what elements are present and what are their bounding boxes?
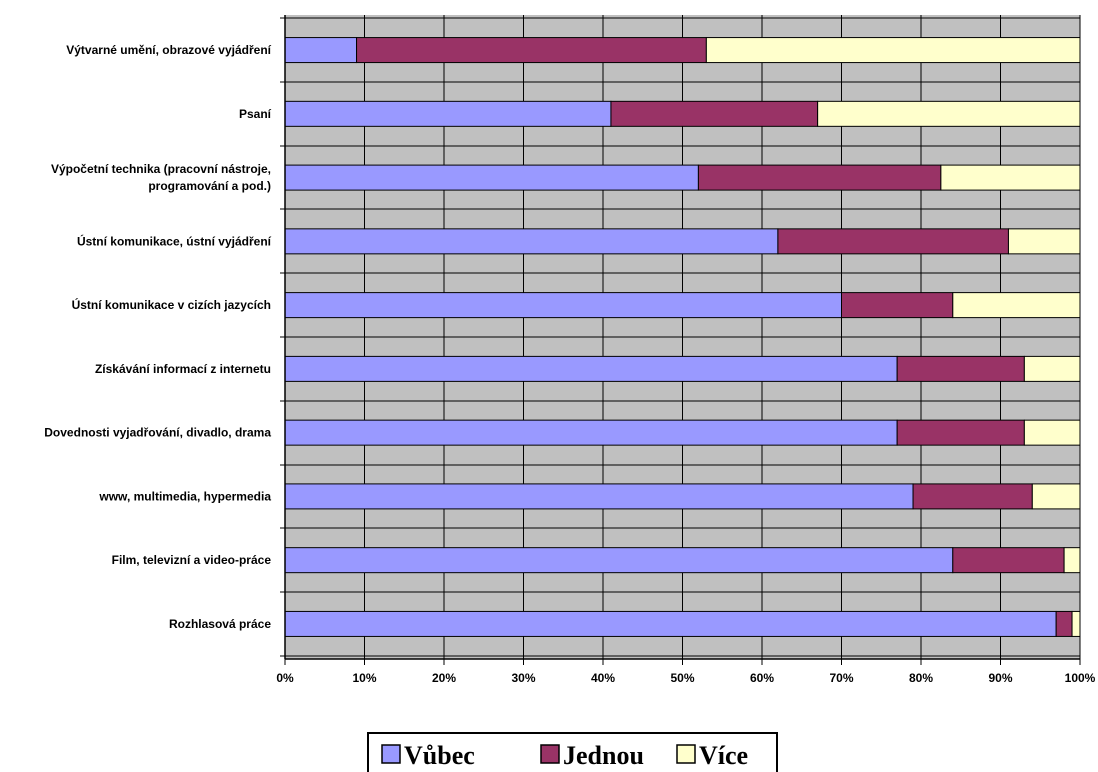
bar-segment [697,164,942,191]
bar-segment [284,37,358,64]
category-label: Ústní komunikace, ústní vyjádření [77,233,272,248]
bar-segment [952,547,1065,574]
bar-segment [284,292,842,319]
bar-segment [284,419,898,446]
legend-swatch [540,744,560,764]
legend: Vůbec Jednou Více [367,732,778,772]
x-tick-label: 70% [829,671,853,685]
bar-segment [356,37,707,64]
legend-box [367,732,778,772]
legend-label: Více [699,741,748,770]
x-tick-label: 0% [276,671,294,685]
x-tick-label: 30% [511,671,535,685]
category-label: Výtvarné umění, obrazové vyjádření [66,43,271,57]
category-label: Film, televizní a video-práce [112,553,272,567]
bar-segment [284,228,779,255]
category-label: programování a pod.) [148,179,271,193]
legend-swatch [676,744,696,764]
x-tick-labels: 0% 10% 20% 30% 40% 50% 60% 70% 80% 90% 100% [276,671,1095,685]
bar-segment [284,355,898,382]
x-tick-label: 20% [432,671,456,685]
bar-segment [1031,483,1081,510]
category-label: Výpočetní technika (pracovní nástroje, [51,162,271,176]
bar-segment [610,100,819,127]
legend-swatch [381,744,401,764]
category-label: Psaní [239,107,272,121]
x-tick-label: 60% [750,671,774,685]
bar-segment [284,100,612,127]
bar-segment [1023,355,1081,382]
bar-segment [1055,610,1073,637]
x-tick-label: 90% [988,671,1012,685]
category-label: Získávání informací z internetu [95,362,271,376]
bar-segment [1063,547,1081,574]
x-tick-label: 50% [670,671,694,685]
legend-label: Jednou [563,741,644,770]
bar-segment [912,483,1033,510]
bar-segment [1023,419,1081,446]
bar-segment [705,37,1081,64]
category-label: Dovednosti vyjadřování, divadlo, drama [44,426,271,440]
bar-segment [940,164,1081,191]
x-tick-label: 80% [909,671,933,685]
bar-segment [817,100,1081,127]
category-label: Rozhlasová práce [169,617,271,631]
category-label: www, multimedia, hypermedia [98,489,271,503]
bar-segment [952,292,1081,319]
bar-segment [1007,228,1081,255]
bar-segment [896,355,1025,382]
bar-segment [841,292,954,319]
bar-segment [1071,610,1081,637]
bar-segment [284,164,699,191]
bar-segment [777,228,1009,255]
category-label: Ústní komunikace v cizích jazycích [72,297,271,312]
x-tick-label: 10% [352,671,376,685]
x-tick-label: 100% [1065,671,1096,685]
bar-segment [284,547,954,574]
legend-label: Vůbec [404,741,475,770]
bar-segment [896,419,1025,446]
bar-segment [284,610,1057,637]
axes [284,15,1081,665]
x-tick-label: 40% [591,671,615,685]
category-labels: Výtvarné umění, obrazové vyjádření Psaní V… [44,43,271,631]
bar-segment [284,483,914,510]
